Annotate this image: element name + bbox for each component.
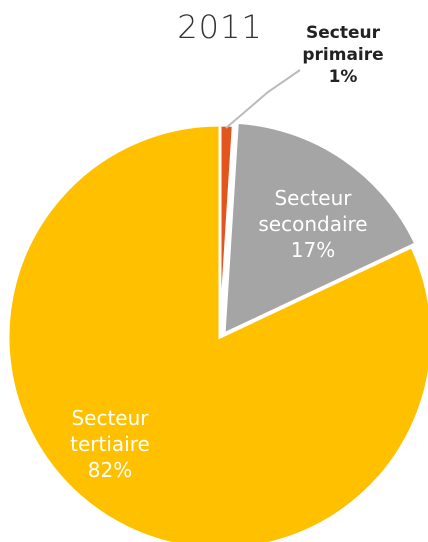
pie-slice: [218, 123, 235, 338]
category-label: Secteur secondaire: [258, 186, 368, 236]
value-label: 17%: [290, 238, 336, 262]
category-label: Secteur tertiaire: [70, 406, 150, 456]
slice-label: Secteur secondaire 17%: [238, 185, 388, 263]
category-label: Secteur primaire: [302, 23, 384, 66]
pie-slice: [6, 123, 428, 542]
value-label: 1%: [328, 67, 358, 88]
value-label: 82%: [87, 458, 133, 482]
pie-slice: [222, 120, 418, 337]
slice-label: Secteur tertiaire 82%: [30, 405, 190, 483]
slice-label: Secteur primaire 1%: [278, 22, 408, 88]
chart-title: 2011: [177, 8, 263, 46]
leader-line: [225, 69, 301, 129]
